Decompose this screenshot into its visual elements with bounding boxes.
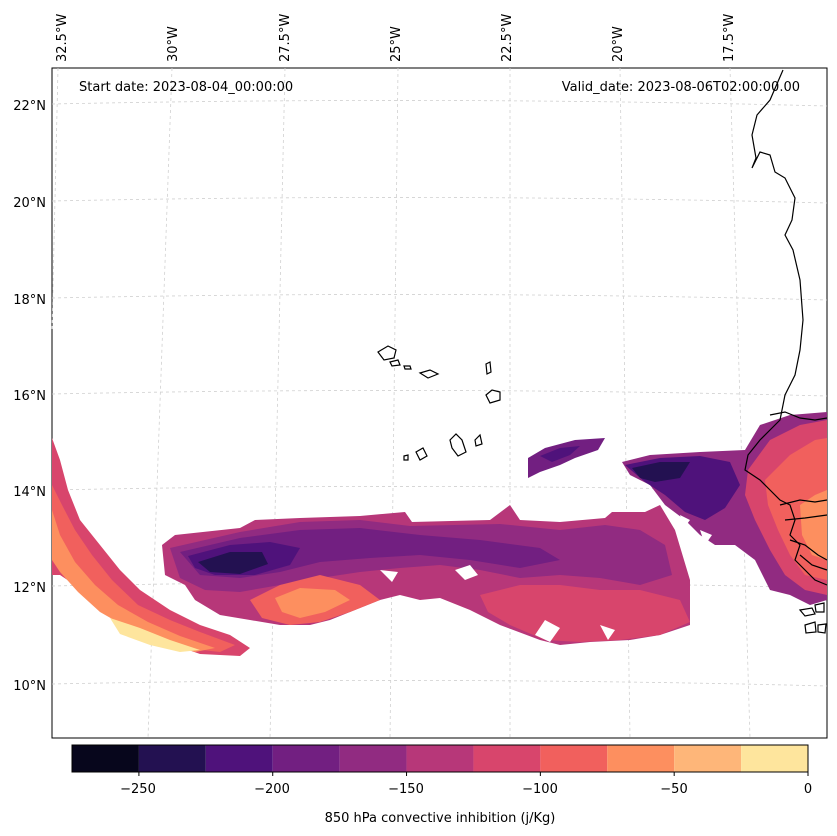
bijagos-island-4 xyxy=(817,623,827,634)
valid-date-label: Valid_date: 2023-08-06T02:00:00.00 xyxy=(562,80,800,95)
lon-label: 27.5°W xyxy=(278,14,293,62)
colorbar-swatch xyxy=(473,745,541,772)
colorbar-swatch xyxy=(406,745,474,772)
island-sal xyxy=(485,361,492,375)
island-brava xyxy=(403,454,409,461)
africa-coastline xyxy=(744,69,828,586)
colorbar-tick-label: −150 xyxy=(388,782,424,797)
cin-contours xyxy=(52,412,827,656)
contour-patch-capeverde xyxy=(528,438,605,478)
colorbar-tick-label: −50 xyxy=(660,782,687,797)
contour-west-strip-mid xyxy=(52,485,235,652)
lon-label: 22.5°W xyxy=(500,14,515,62)
contour-band-east-warm xyxy=(480,585,690,642)
contour-west-strip-hot xyxy=(52,510,215,652)
colorbar-swatch xyxy=(339,745,407,772)
island-santo-antao xyxy=(377,345,397,361)
lat-label: 10°N xyxy=(13,679,46,694)
start-date-label: Start date: 2023-08-04_00:00:00 xyxy=(79,80,293,95)
contour-patch-capeverde-core xyxy=(540,446,580,462)
colorbar-swatch xyxy=(272,745,340,772)
colorbar-swatch xyxy=(607,745,675,772)
guinea-bissau-coast xyxy=(789,539,828,571)
colorbar-ticks: −250 −200 −150 −100 −50 0 xyxy=(120,772,812,797)
lat-label: 12°N xyxy=(13,581,46,596)
lat-label: 20°N xyxy=(13,196,46,211)
senegal-river-border xyxy=(769,411,828,421)
contour-east-region-coolest xyxy=(632,462,690,482)
island-boa-vista xyxy=(485,389,501,404)
lon-label: 32.5°W xyxy=(55,14,70,62)
contour-east-region-peak xyxy=(800,490,827,560)
contour-band-south-hot xyxy=(275,588,350,618)
lat-label: 16°N xyxy=(13,389,46,404)
colorbar-swatch xyxy=(205,745,273,772)
colorbar xyxy=(71,744,809,773)
lat-label: 14°N xyxy=(13,485,46,500)
colorbar-swatch xyxy=(741,745,808,772)
island-fogo xyxy=(415,447,428,461)
colorbar-swatch xyxy=(674,745,742,772)
lon-label: 25°W xyxy=(389,26,404,62)
bijagos-island-2 xyxy=(814,602,825,613)
contour-west-strip-peak xyxy=(110,618,200,652)
colorbar-tick-label: −200 xyxy=(254,782,290,797)
colorbar-swatch xyxy=(72,745,139,772)
colorbar-tick-label: 0 xyxy=(804,782,812,797)
colorbar-outline xyxy=(71,744,809,773)
lat-label: 18°N xyxy=(13,293,46,308)
lon-label: 20°W xyxy=(611,26,626,62)
island-santiago xyxy=(449,433,467,457)
lon-label: 30°W xyxy=(166,26,181,62)
colorbar-tick-label: −250 xyxy=(120,782,156,797)
island-sao-nicolau xyxy=(418,369,440,379)
latitude-labels: 22°N 20°N 18°N 16°N 14°N 12°N 10°N xyxy=(13,99,46,694)
island-sao-vicente xyxy=(389,359,401,367)
colorbar-title: 850 hPa convective inhibition (j/Kg) xyxy=(325,811,556,826)
longitude-labels: 32.5°W 30°W 27.5°W 25°W 22.5°W 20°W 17.5… xyxy=(55,14,737,62)
contour-band-main-min xyxy=(198,552,268,574)
colorbar-swatch xyxy=(540,745,608,772)
gambia-border xyxy=(779,499,828,521)
bijagos-island-1 xyxy=(798,607,816,617)
bijagos-island-3 xyxy=(804,621,817,634)
lon-label: 17.5°W xyxy=(722,14,737,62)
lat-label: 22°N xyxy=(13,99,46,114)
coastlines xyxy=(377,69,828,634)
colorbar-swatch xyxy=(138,745,206,772)
colorbar-tick-label: −100 xyxy=(522,782,558,797)
island-santa-luzia xyxy=(403,365,412,370)
island-maio xyxy=(474,433,483,447)
